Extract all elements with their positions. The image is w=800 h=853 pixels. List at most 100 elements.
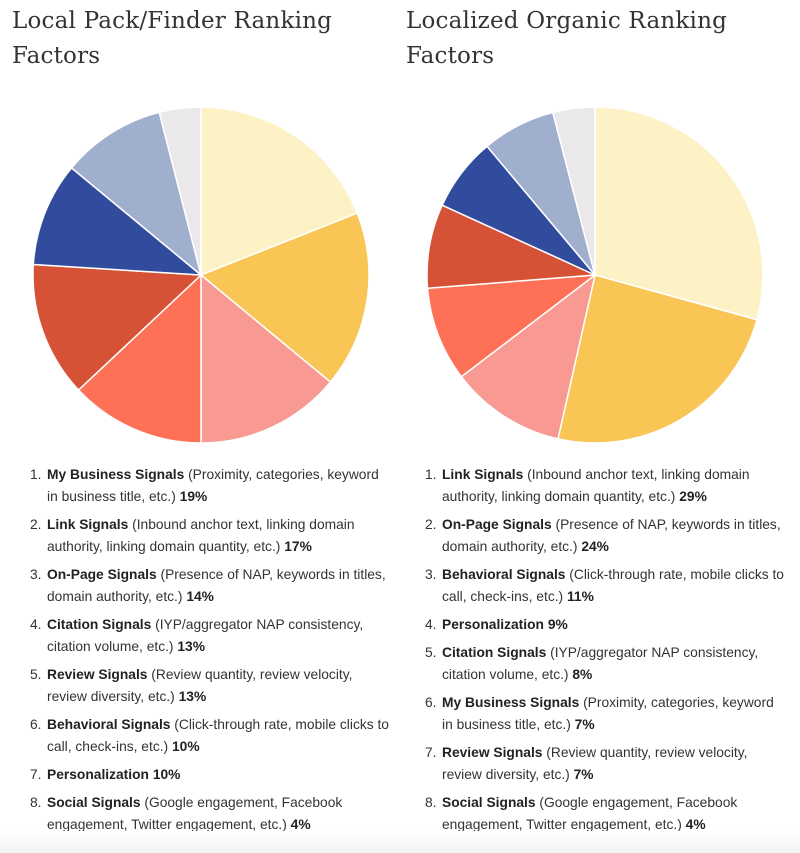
factor-rank: 1. [425,467,437,482]
factor-rank: 2. [30,517,42,532]
pie-slice-citation-signals [77,274,202,444]
pie-slice-link-signals [594,106,764,321]
factor-item-social-signals: 8. Social Signals (Google engagement, Fac… [30,792,390,836]
factor-description: (Inbound anchor text, linking domain aut… [47,517,355,554]
factor-item-review-signals: 7. Review Signals (Review quantity, revie… [425,742,785,786]
factor-name: Personalization [47,767,149,782]
pie-slice-on-page-signals [200,274,332,444]
factor-item-personalization: 7. Personalization 10% [30,764,390,786]
localized-organic-panel: Localized Organic Ranking Factors 1. Link… [395,0,790,853]
factor-name: Social Signals [442,795,536,810]
factor-name: Link Signals [442,467,524,482]
pie-slice-behavioral-signals [460,274,596,440]
factor-name: My Business Signals [442,695,580,710]
factor-description: (Google engagement, Facebook engagement,… [47,795,343,832]
factor-item-behavioral-signals: 3. Behavioral Signals (Click-through rate… [425,564,785,608]
bottom-edge [0,831,800,853]
factor-percentage: 7% [573,767,594,782]
factor-item-citation-signals: 4. Citation Signals (IYP/aggregator NAP c… [30,614,390,658]
factor-percentage: 9% [547,617,568,632]
factor-name: Review Signals [442,745,543,760]
factor-description: (Review quantity, review velocity, revie… [442,745,748,782]
factor-description: (IYP/aggregator NAP consistency, citatio… [442,645,759,682]
factor-description: (Click-through rate, mobile clicks to ca… [442,567,784,604]
factor-rank: 4. [30,617,42,632]
factor-percentage: 24% [581,539,609,554]
factor-percentage: 8% [572,667,593,682]
factor-name: Personalization [442,617,544,632]
factor-name: On-Page Signals [47,567,157,582]
factor-rank: 6. [425,695,437,710]
factor-description: (Review quantity, review velocity, revie… [47,667,353,704]
localized-organic-pie-chart [426,106,764,444]
factor-rank: 4. [425,617,437,632]
factor-percentage: 13% [177,639,205,654]
factor-name: Citation Signals [442,645,547,660]
factor-percentage: 10% [152,767,181,782]
factor-percentage: 10% [171,739,200,754]
factor-percentage: 14% [186,589,214,604]
factor-percentage: 7% [574,717,595,732]
local-pack-panel: Local Pack/Finder Ranking Factors 1. My B… [0,0,395,853]
pie-slice-review-signals [32,263,202,391]
factor-item-my-business-signals: 1. My Business Signals (Proximity, catego… [30,464,390,508]
factor-item-personalization: 4. Personalization 9% [425,614,785,636]
factor-percentage: 19% [179,489,208,504]
factor-description: (Presence of NAP, keywords in titles, do… [442,517,781,554]
factor-rank: 5. [425,645,437,660]
factor-description: (Presence of NAP, keywords in titles, do… [47,567,386,604]
pie-slice-link-signals [200,212,370,383]
factor-item-on-page-signals: 2. On-Page Signals (Presence of NAP, keyw… [425,514,785,558]
pie-slice-social-signals [552,106,596,276]
factor-percentage: 4% [290,817,311,832]
factor-name: Behavioral Signals [47,717,171,732]
factor-name: Link Signals [47,517,129,532]
factor-description: (Proximity, categories, keyword in busin… [47,467,379,504]
factor-rank: 8. [30,795,42,810]
factor-percentage: 11% [566,589,594,604]
factor-item-my-business-signals: 6. My Business Signals (Proximity, catego… [425,692,785,736]
factor-rank: 6. [30,717,42,732]
factor-description: (Click-through rate, mobile clicks to ca… [47,717,389,754]
factor-name: On-Page Signals [442,517,552,532]
factor-description: (Inbound anchor text, linking domain aut… [442,467,750,504]
factor-item-link-signals: 2. Link Signals (Inbound anchor text, lin… [30,514,390,558]
factor-percentage: 4% [685,817,706,832]
factor-rank: 5. [30,667,42,682]
factor-rank: 1. [30,467,42,482]
local-pack-factor-list: 1. My Business Signals (Proximity, catego… [30,464,390,842]
factor-name: Behavioral Signals [442,567,566,582]
pie-slice-on-page-signals [557,274,758,444]
pie-slice-personalization [70,111,202,276]
pie-slice-personalization [426,274,596,378]
factor-item-link-signals: 1. Link Signals (Inbound anchor text, lin… [425,464,785,508]
factor-rank: 7. [30,767,42,782]
chart-title: Local Pack/Finder Ranking Factors [12,8,333,69]
factor-item-on-page-signals: 3. On-Page Signals (Presence of NAP, keyw… [30,564,390,608]
factor-rank: 8. [425,795,437,810]
factor-name: Citation Signals [47,617,152,632]
localized-organic-factor-list: 1. Link Signals (Inbound anchor text, lin… [425,464,785,842]
factor-description: (IYP/aggregator NAP consistency, citatio… [47,617,364,654]
factor-percentage: 29% [679,489,707,504]
local-pack-pie-chart [32,106,370,444]
factor-description: (Google engagement, Facebook engagement,… [442,795,738,832]
pie-slice-social-signals [158,106,202,276]
factor-name: Social Signals [47,795,141,810]
factor-rank: 3. [425,567,437,582]
factor-rank: 7. [425,745,437,760]
pie-slice-behavioral-signals [32,167,202,276]
factor-item-behavioral-signals: 6. Behavioral Signals (Click-through rate… [30,714,390,758]
factor-percentage: 13% [178,689,207,704]
factor-rank: 2. [425,517,437,532]
factor-percentage: 17% [284,539,312,554]
factor-item-social-signals: 8. Social Signals (Google engagement, Fac… [425,792,785,836]
factor-description: (Proximity, categories, keyword in busin… [442,695,774,732]
factor-name: My Business Signals [47,467,185,482]
factor-item-review-signals: 5. Review Signals (Review quantity, revie… [30,664,390,708]
factor-rank: 3. [30,567,42,582]
factor-name: Review Signals [47,667,148,682]
factor-item-citation-signals: 5. Citation Signals (IYP/aggregator NAP c… [425,642,785,686]
pie-slice-my-business-signals [200,106,358,276]
chart-title: Localized Organic Ranking Factors [406,8,728,69]
